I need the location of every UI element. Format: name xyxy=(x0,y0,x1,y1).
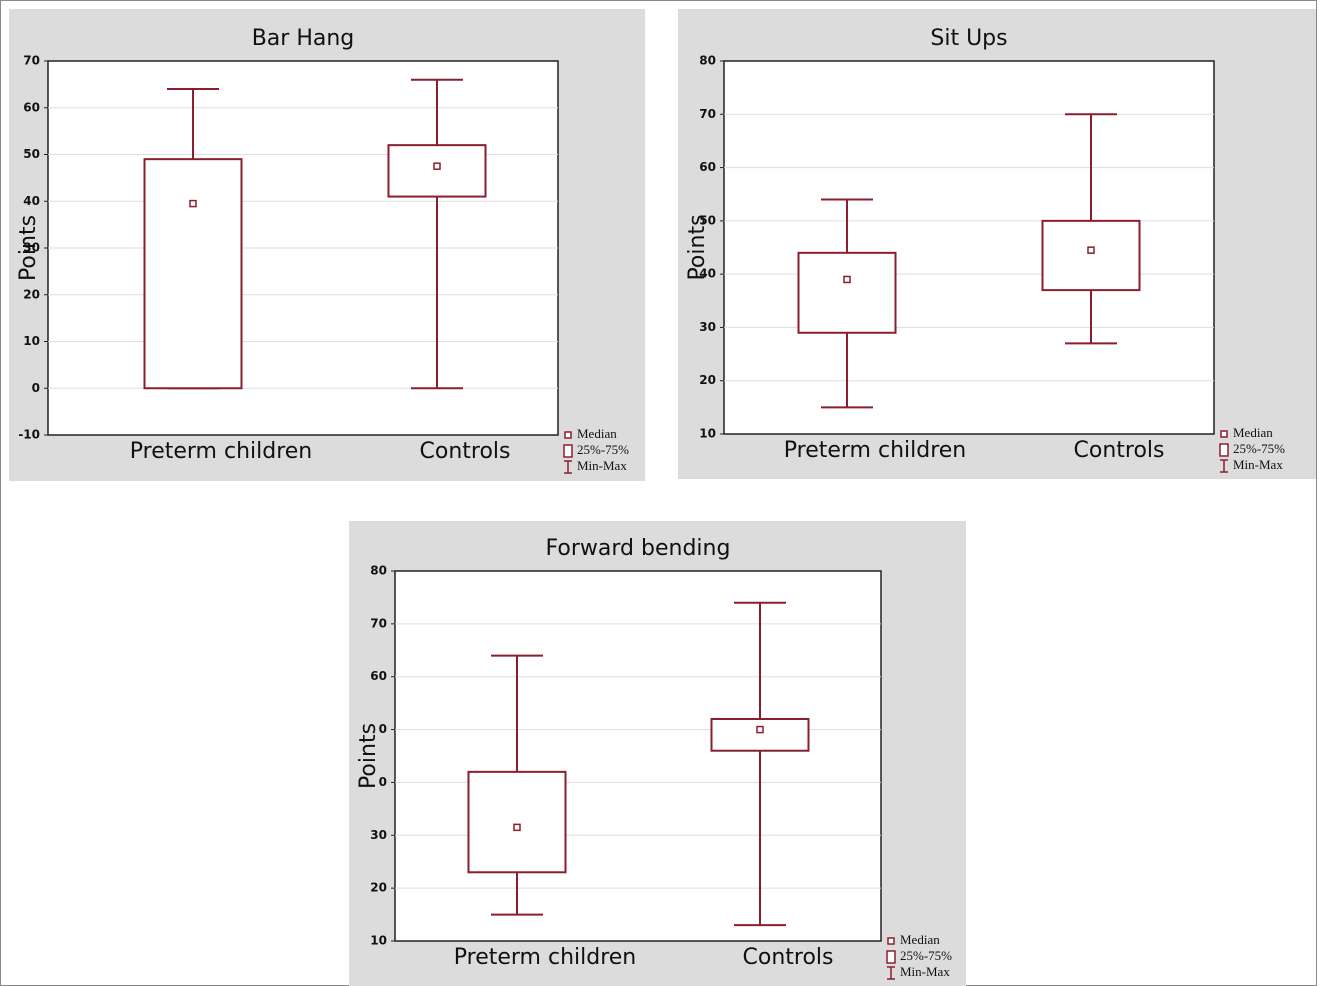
median-marker xyxy=(756,725,764,734)
y-tick-label: 10 xyxy=(370,934,387,948)
y-tick-label: 0 xyxy=(32,381,40,395)
legend-label: Median xyxy=(900,932,940,947)
median-marker xyxy=(843,275,851,284)
median-marker xyxy=(189,199,197,208)
legend-label: 25%-75% xyxy=(577,442,629,457)
legend-label: 25%-75% xyxy=(900,948,952,963)
y-tick-label: 60 xyxy=(23,100,40,114)
y-tick-label: 30 xyxy=(23,241,40,255)
y-axis-label: Points xyxy=(16,215,41,281)
legend-icon xyxy=(564,431,572,439)
box xyxy=(1041,219,1141,292)
y-tick-label: 50 xyxy=(699,213,716,227)
legend-label: Median xyxy=(1233,425,1273,440)
box xyxy=(710,718,810,752)
y-tick-label: 40 xyxy=(699,267,716,281)
y-tick-label: 70 xyxy=(699,107,716,121)
box xyxy=(143,158,243,390)
y-tick-label: 50 xyxy=(23,147,40,161)
box xyxy=(467,770,567,874)
median-marker xyxy=(433,162,441,170)
legend-icon xyxy=(564,460,572,474)
y-tick-label: 70 xyxy=(23,54,40,68)
legend-icon xyxy=(1219,443,1229,457)
legend-icon xyxy=(887,937,895,945)
box xyxy=(797,251,897,334)
plot-area xyxy=(394,570,882,942)
y-tick-label: 60 xyxy=(699,160,716,174)
legend-icon xyxy=(1220,430,1228,438)
legend-icon xyxy=(886,950,896,964)
x-tick-label: Preterm children xyxy=(784,438,967,463)
median-marker xyxy=(513,823,521,832)
legend-label: Min-Max xyxy=(1233,457,1283,472)
y-tick-label: 80 xyxy=(370,564,387,578)
y-tick-label: 70 xyxy=(370,616,387,630)
median-marker xyxy=(1087,246,1095,254)
y-axis-label: Points xyxy=(356,723,381,789)
x-tick-label: Preterm children xyxy=(454,945,637,970)
x-tick-label: Controls xyxy=(420,439,511,464)
y-tick-label: 10 xyxy=(23,334,40,348)
y-tick-label: -10 xyxy=(18,428,40,442)
y-tick-label: 30 xyxy=(370,828,387,842)
box xyxy=(387,144,487,198)
y-tick-label: 0 xyxy=(379,775,387,789)
chart-title: Sit Ups xyxy=(930,26,1007,51)
y-tick-label: 60 xyxy=(370,669,387,683)
legend-icon xyxy=(563,444,573,458)
legend-icon xyxy=(887,966,895,980)
x-tick-label: Controls xyxy=(1074,438,1165,463)
y-tick-label: 30 xyxy=(699,320,716,334)
y-tick-label: 0 xyxy=(379,722,387,736)
legend-label: Min-Max xyxy=(577,458,627,473)
y-axis-label: Points xyxy=(685,214,710,280)
y-tick-label: 80 xyxy=(699,54,716,68)
y-tick-label: 40 xyxy=(23,194,40,208)
y-tick-label: 10 xyxy=(699,427,716,441)
x-tick-label: Preterm children xyxy=(130,439,313,464)
legend-label: 25%-75% xyxy=(1233,441,1285,456)
y-tick-label: 20 xyxy=(370,881,387,895)
y-tick-label: 20 xyxy=(699,373,716,387)
y-tick-label: 20 xyxy=(23,287,40,301)
legend-label: Min-Max xyxy=(900,964,950,979)
chart-title: Bar Hang xyxy=(252,26,355,51)
chart-title: Forward bending xyxy=(546,536,731,561)
legend-icon xyxy=(1220,459,1228,473)
legend-label: Median xyxy=(577,426,617,441)
x-tick-label: Controls xyxy=(743,945,834,970)
